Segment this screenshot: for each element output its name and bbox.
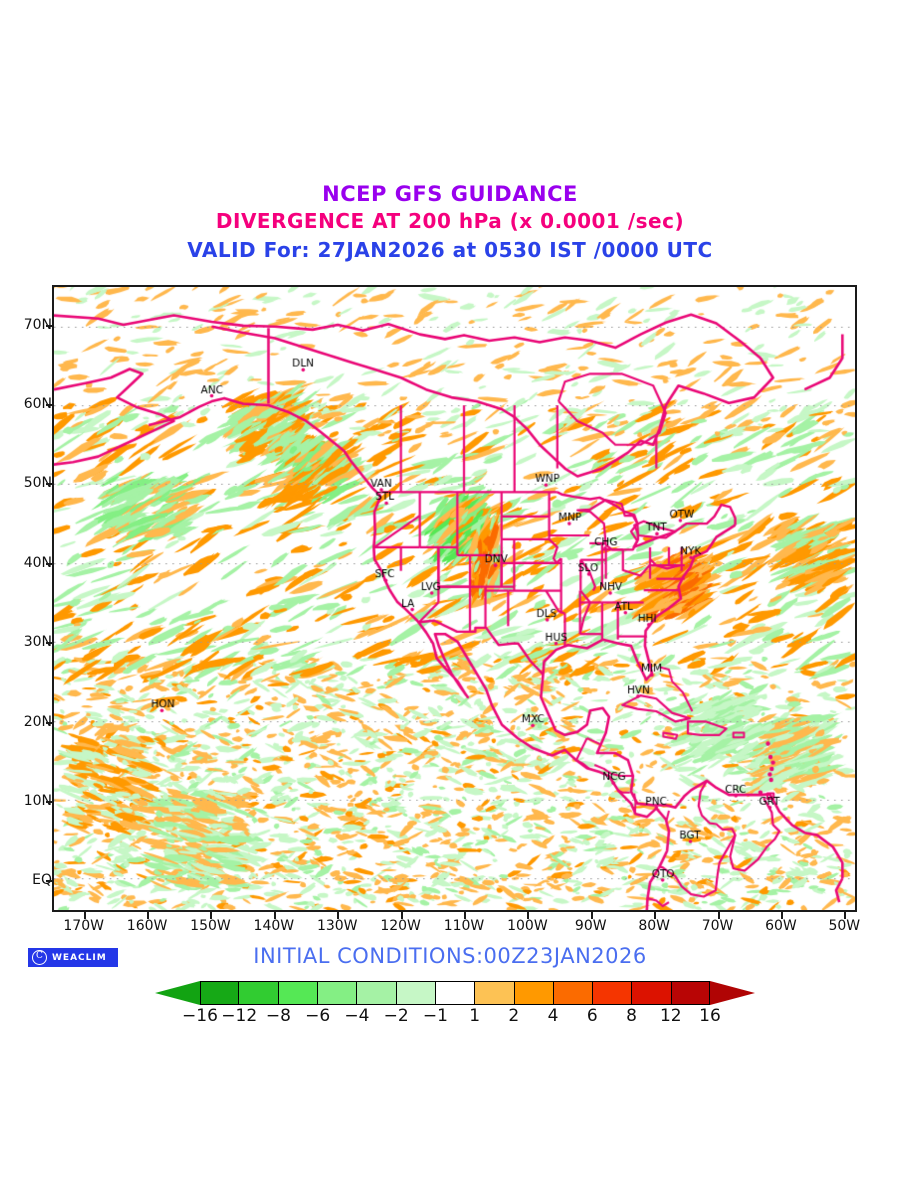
latitude-tick-mark	[46, 324, 53, 327]
latitude-tick-label: 40N	[23, 554, 52, 571]
colorbar-cells	[200, 981, 711, 1005]
colorbar-tick-label: −6	[305, 1006, 331, 1026]
longitude-tick-label: 80W	[638, 918, 670, 934]
colorbar-cell	[593, 981, 633, 1005]
longitude-tick-label: 50W	[828, 918, 861, 934]
variable-subtitle: DIVERGENCE AT 200 hPa (x 0.0001 /sec)	[215, 209, 685, 233]
colorbar-tick-label: 8	[626, 1006, 637, 1026]
colorbar-tick-label: −16	[182, 1006, 218, 1026]
colorbar-cell	[396, 981, 436, 1005]
longitude-tick-label: 140W	[253, 918, 295, 934]
colorbar-cell	[671, 981, 711, 1005]
longitude-tick-mark	[464, 912, 466, 919]
latitude-tick-mark	[46, 721, 53, 724]
latitude-tick-label: 10N	[23, 792, 52, 809]
colorbar-cell	[200, 981, 240, 1005]
longitude-tick-label: 160W	[126, 918, 168, 934]
page-title: NCEP GFS GUIDANCE	[322, 182, 578, 206]
colorbar-cell	[514, 981, 554, 1005]
colorbar-cell	[278, 981, 318, 1005]
initial-conditions-label: INITIAL CONDITIONS:00Z23JAN2026	[253, 944, 647, 968]
colorbar-cell	[475, 981, 515, 1005]
colorbar-tick-label: −8	[265, 1006, 291, 1026]
colorbar-tick-label: 1	[469, 1006, 481, 1026]
colorbar-tick-label: 6	[586, 1006, 598, 1026]
colorbar-tick-label: −2	[383, 1006, 409, 1026]
colorbar-cell	[632, 981, 672, 1005]
longitude-tick-mark	[717, 912, 720, 919]
longitude-tick-mark	[844, 912, 847, 919]
longitude-tick-mark	[400, 912, 403, 919]
colorbar-cell	[357, 981, 397, 1005]
colorbar-tick-label: 16	[699, 1006, 721, 1026]
latitude-tick-label: 50N	[23, 475, 52, 492]
copyright-icon: C	[32, 950, 47, 965]
latitude-tick-mark	[46, 562, 53, 565]
latitude-tick-label: EQ	[32, 872, 52, 889]
longitude-tick-mark	[337, 912, 340, 919]
latitude-tick-mark	[46, 880, 53, 883]
longitude-tick-label: 170W	[63, 918, 104, 934]
longitude-tick-label: 110W	[443, 918, 485, 934]
longitude-tick-mark	[210, 912, 213, 919]
title-block: NCEP GFS GUIDANCE DIVERGENCE AT 200 hPa …	[0, 182, 900, 265]
longitude-tick-mark	[780, 912, 783, 919]
latitude-tick-mark	[46, 404, 53, 407]
colorbar-tick-label: −12	[221, 1006, 258, 1026]
latitude-tick-label: 20N	[23, 713, 52, 730]
longitude-tick-mark	[147, 912, 150, 919]
weaclim-logo: C WEACLIM	[28, 948, 118, 967]
weaclim-label: WEACLIM	[52, 952, 107, 963]
colorbar-cell	[317, 981, 358, 1005]
map-plot-area	[52, 285, 857, 912]
longitude-tick-mark	[273, 912, 276, 919]
longitude-tick-label: 130W	[316, 918, 358, 934]
colorbar: −16 −12 −8 −6 −4 −2 −1 1 2 4 6 8 12 16	[155, 981, 755, 1027]
map-canvas	[54, 287, 855, 910]
colorbar-cell	[553, 981, 594, 1005]
latitude-axis: 70N 60N 50N 40N 30N 20N 10N EQ	[0, 285, 53, 912]
colorbar-tick-label: 12	[659, 1006, 682, 1026]
longitude-tick-label: 70W	[701, 918, 734, 934]
colorbar-tick-label: −1	[422, 1006, 448, 1026]
longitude-tick-label: 90W	[574, 918, 607, 934]
latitude-tick-label: 70N	[23, 316, 52, 333]
colorbar-left-arrow	[155, 981, 200, 1005]
colorbar-cell	[239, 981, 279, 1005]
colorbar-right-arrow	[710, 981, 755, 1005]
colorbar-tick-label: 4	[547, 1006, 559, 1026]
longitude-axis: 170W 160W 150W 140W 130W 120W 110W 100W 90W 80W 70…	[52, 912, 860, 942]
longitude-tick-label: 150W	[190, 918, 231, 934]
longitude-tick-label: 60W	[765, 918, 797, 934]
colorbar-tick-label: 2	[508, 1006, 520, 1026]
longitude-tick-mark	[590, 912, 593, 919]
latitude-tick-mark	[46, 642, 53, 645]
longitude-tick-mark	[527, 912, 530, 919]
longitude-tick-mark	[83, 912, 86, 919]
colorbar-tick-labels: −16 −12 −8 −6 −4 −2 −1 1 2 4 6 8 12 16	[182, 1006, 721, 1028]
latitude-tick-label: 30N	[23, 634, 52, 651]
longitude-tick-label: 100W	[507, 918, 548, 934]
colorbar-cell	[435, 981, 476, 1005]
latitude-tick-mark	[46, 800, 53, 803]
latitude-tick-label: 60N	[23, 396, 52, 413]
longitude-tick-label: 120W	[380, 918, 421, 934]
latitude-tick-mark	[46, 483, 53, 486]
colorbar-tick-label: −4	[344, 1006, 370, 1026]
valid-time-subtitle: VALID For: 27JAN2026 at 0530 IST /0000 U…	[187, 238, 713, 262]
longitude-tick-mark	[654, 912, 657, 919]
